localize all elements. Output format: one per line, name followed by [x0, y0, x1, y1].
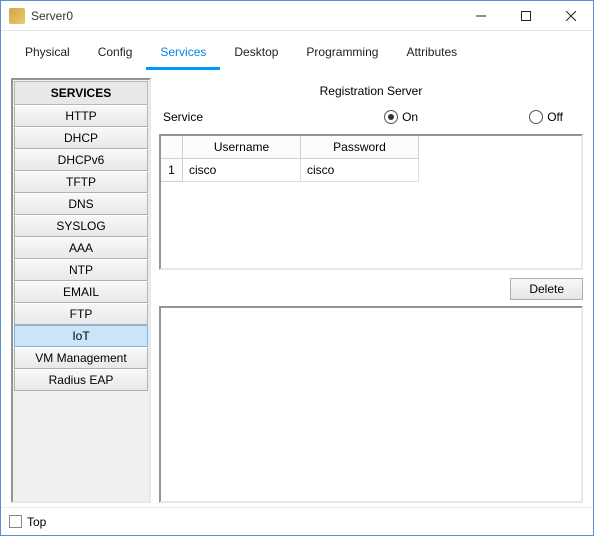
close-icon	[566, 11, 576, 21]
services-sidebar: SERVICES HTTPDHCPDHCPv6TFTPDNSSYSLOGAAAN…	[11, 78, 151, 503]
sidebar-item-syslog[interactable]: SYSLOG	[14, 215, 148, 237]
service-on-radio[interactable]: On	[384, 110, 418, 124]
tab-attributes[interactable]: Attributes	[392, 39, 471, 69]
table-cell[interactable]: cisco	[183, 159, 301, 182]
sidebar-item-ntp[interactable]: NTP	[14, 259, 148, 281]
app-window: Server0 PhysicalConfigServicesDesktopPro…	[0, 0, 594, 536]
delete-button[interactable]: Delete	[510, 278, 583, 300]
table-corner	[161, 136, 183, 159]
off-label: Off	[547, 110, 563, 124]
sidebar-item-dhcpv6[interactable]: DHCPv6	[14, 149, 148, 171]
footer: Top	[1, 507, 593, 535]
button-row: Delete	[159, 270, 583, 306]
minimize-icon	[476, 11, 486, 21]
panel-title: Registration Server	[159, 78, 583, 108]
titlebar: Server0	[1, 1, 593, 31]
sidebar-item-email[interactable]: EMAIL	[14, 281, 148, 303]
sidebar-item-aaa[interactable]: AAA	[14, 237, 148, 259]
maximize-icon	[521, 11, 531, 21]
minimize-button[interactable]	[458, 1, 503, 30]
sidebar-item-dns[interactable]: DNS	[14, 193, 148, 215]
top-checkbox[interactable]	[9, 515, 22, 528]
column-header[interactable]: Username	[183, 136, 301, 159]
content-area: SERVICES HTTPDHCPDHCPv6TFTPDNSSYSLOGAAAN…	[1, 70, 593, 507]
app-icon	[9, 8, 25, 24]
radio-off-icon	[529, 110, 543, 124]
tab-bar: PhysicalConfigServicesDesktopProgramming…	[1, 31, 593, 70]
sidebar-item-vm-management[interactable]: VM Management	[14, 347, 148, 369]
tab-services[interactable]: Services	[146, 39, 220, 70]
sidebar-header: SERVICES	[14, 81, 148, 105]
maximize-button[interactable]	[503, 1, 548, 30]
close-button[interactable]	[548, 1, 593, 30]
service-toggle-row: Service On Off	[159, 108, 583, 134]
sidebar-item-ftp[interactable]: FTP	[14, 303, 148, 325]
window-title: Server0	[31, 9, 458, 23]
sidebar-item-tftp[interactable]: TFTP	[14, 171, 148, 193]
service-label: Service	[163, 110, 273, 124]
main-panel: Registration Server Service On Off Usern…	[159, 78, 583, 503]
output-box[interactable]	[159, 306, 583, 503]
sidebar-item-http[interactable]: HTTP	[14, 105, 148, 127]
column-header[interactable]: Password	[301, 136, 419, 159]
top-label: Top	[27, 515, 46, 529]
tab-config[interactable]: Config	[84, 39, 147, 69]
service-off-radio[interactable]: Off	[529, 110, 563, 124]
table-cell[interactable]: cisco	[301, 159, 419, 182]
tab-physical[interactable]: Physical	[11, 39, 84, 69]
sidebar-item-radius-eap[interactable]: Radius EAP	[14, 369, 148, 391]
on-label: On	[402, 110, 418, 124]
tab-desktop[interactable]: Desktop	[220, 39, 292, 69]
tab-programming[interactable]: Programming	[292, 39, 392, 69]
users-table[interactable]: UsernamePassword1ciscocisco	[159, 134, 583, 270]
sidebar-item-iot[interactable]: IoT	[14, 325, 148, 347]
sidebar-item-dhcp[interactable]: DHCP	[14, 127, 148, 149]
row-number: 1	[161, 159, 183, 182]
radio-on-icon	[384, 110, 398, 124]
